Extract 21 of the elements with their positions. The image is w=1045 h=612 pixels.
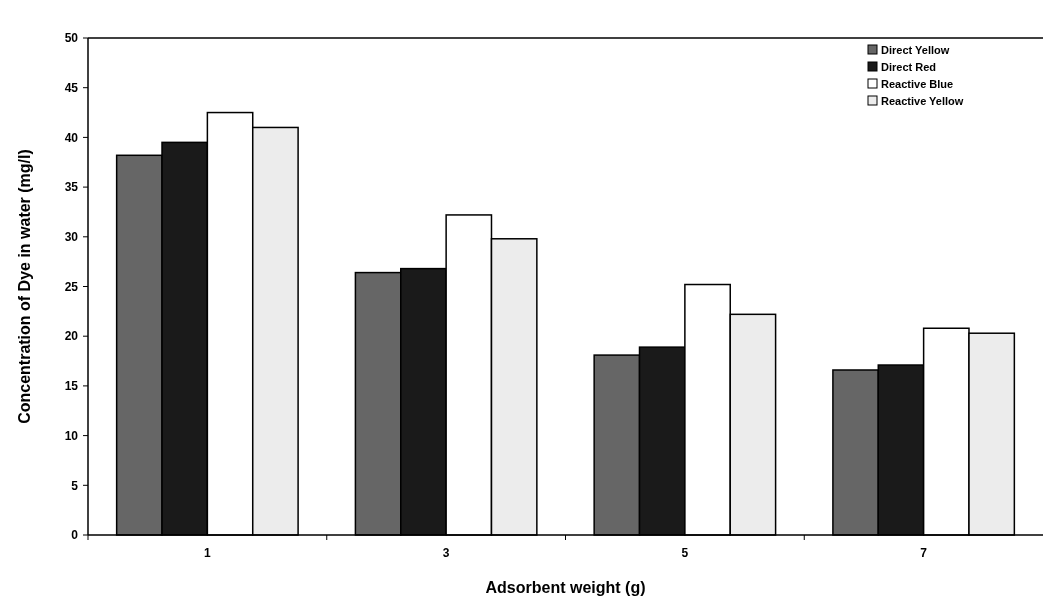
x-tick-label: 7 (920, 546, 928, 560)
legend-label: Reactive Yellow (881, 94, 964, 107)
y-tick-label: 15 (64, 379, 79, 394)
y-tick-label: 45 (64, 80, 79, 95)
legend-label: Direct Yellow (881, 43, 950, 56)
y-tick-label: 50 (64, 31, 79, 46)
y-tick-label: 30 (64, 230, 79, 244)
legend-label: Reactive Blue (881, 77, 954, 90)
y-tick-label: 10 (64, 428, 79, 443)
y-tick-label: 25 (64, 279, 79, 294)
y-tick-label: 0 (71, 528, 79, 543)
x-tick-label: 1 (204, 546, 212, 560)
legend-label: Direct Red (881, 60, 937, 73)
y-tick-label: 40 (64, 130, 79, 145)
y-tick-label: 5 (71, 478, 79, 493)
x-tick-label: 3 (442, 546, 450, 560)
y-tick-label: 35 (64, 180, 79, 195)
y-tick-label: 20 (64, 329, 79, 344)
y-axis-title: Concentration of Dye in water (mg/l) (16, 149, 33, 424)
x-axis-title: Adsorbent weight (g) (485, 579, 646, 596)
x-tick-label: 5 (681, 546, 689, 560)
